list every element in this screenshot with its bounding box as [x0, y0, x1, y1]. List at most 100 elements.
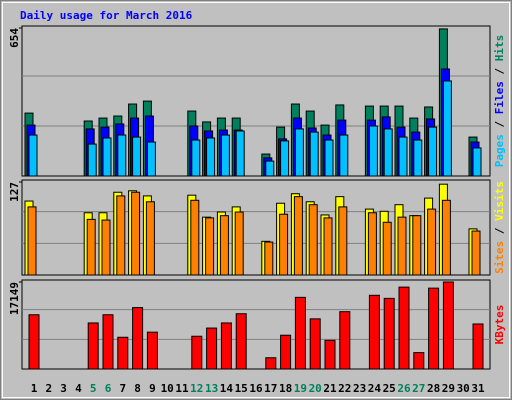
bar	[442, 281, 454, 370]
bar	[219, 215, 229, 276]
x-tick-label: 13	[205, 382, 218, 395]
bar	[191, 139, 201, 177]
x-tick-label: 8	[134, 382, 141, 395]
x-tick-label: 26	[397, 382, 411, 395]
bar	[294, 296, 306, 370]
bar	[427, 208, 437, 276]
bar	[117, 336, 129, 370]
bar	[398, 286, 410, 370]
bar	[367, 212, 377, 276]
x-tick-label: 15	[235, 382, 248, 395]
bar	[413, 139, 423, 177]
x-tick-label: 4	[75, 382, 82, 395]
bar	[265, 160, 275, 177]
bar	[368, 125, 378, 177]
x-tick-label: 9	[149, 382, 156, 395]
x-tick-label: 10	[161, 382, 174, 395]
bar	[428, 287, 440, 370]
bar	[428, 126, 438, 177]
bar	[280, 334, 292, 370]
bar	[117, 134, 127, 177]
legend-entry: Visits	[493, 181, 506, 221]
legend-entry: Files	[493, 81, 506, 114]
bar	[191, 335, 203, 370]
bar	[27, 206, 37, 276]
bar	[206, 137, 216, 177]
x-tick-label: 23	[353, 382, 366, 395]
bar	[441, 199, 451, 276]
x-tick-label: 17	[264, 382, 277, 395]
bar	[472, 147, 482, 177]
legend-entry: Hits	[493, 35, 506, 62]
bar	[323, 217, 333, 276]
bar	[131, 191, 141, 276]
x-tick-label: 29	[442, 382, 455, 395]
bar	[132, 136, 142, 177]
bar	[116, 195, 126, 276]
bar	[471, 230, 481, 276]
x-tick-label: 27	[412, 382, 425, 395]
x-tick-label: 31	[471, 382, 485, 395]
bar	[339, 134, 349, 177]
x-tick-label: 1	[31, 382, 38, 395]
bar	[87, 322, 99, 370]
x-tick-label: 5	[90, 382, 97, 395]
x-tick-label: 16	[249, 382, 263, 395]
bar	[412, 215, 422, 276]
y-tick-label: 127	[8, 182, 21, 202]
legend-separator: /	[493, 114, 506, 134]
legend-entry: Pages	[493, 134, 506, 167]
panel	[21, 279, 491, 370]
bar	[102, 137, 112, 177]
bar	[293, 196, 303, 276]
x-tick-label: 18	[279, 382, 292, 395]
x-tick-label: 24	[368, 382, 382, 395]
x-tick-label: 7	[119, 382, 126, 395]
legend: Pages / Files / Hits	[493, 35, 506, 168]
bar	[279, 213, 289, 276]
bar	[145, 201, 155, 276]
bar	[309, 318, 321, 370]
bar	[146, 141, 156, 177]
x-tick-label: 25	[383, 382, 396, 395]
bar	[101, 219, 111, 276]
x-tick-label: 28	[427, 382, 440, 395]
legend-separator: /	[493, 61, 506, 81]
bar	[382, 221, 392, 276]
bar	[308, 204, 318, 276]
x-tick-label: 22	[338, 382, 351, 395]
x-tick-label: 30	[457, 382, 470, 395]
bar	[339, 311, 351, 370]
x-tick-label: 6	[105, 382, 112, 395]
bar	[264, 241, 274, 276]
bar	[102, 314, 114, 370]
chart-title: Daily usage for March 2016	[20, 9, 193, 22]
bar	[397, 216, 407, 276]
bar	[146, 331, 158, 370]
bar	[324, 339, 336, 370]
legend: Sites / Visits	[493, 181, 506, 274]
bar	[280, 140, 290, 177]
bar	[87, 143, 97, 177]
x-tick-label: 2	[45, 382, 52, 395]
y-tick-label: 654	[8, 28, 21, 48]
bar	[86, 218, 96, 276]
bar	[398, 136, 408, 177]
legend-separator: /	[493, 221, 506, 241]
bar	[28, 314, 40, 370]
bar	[472, 323, 484, 370]
bar	[235, 313, 247, 370]
bar	[28, 134, 38, 177]
bar	[220, 322, 232, 370]
legend-entry: KBytes	[493, 305, 506, 345]
x-tick-label: 19	[294, 382, 307, 395]
bar	[383, 297, 395, 370]
bar	[294, 128, 304, 177]
x-tick-label: 12	[190, 382, 203, 395]
bar	[324, 139, 334, 177]
bar	[442, 80, 452, 177]
bar	[220, 134, 230, 177]
bar	[309, 131, 319, 177]
